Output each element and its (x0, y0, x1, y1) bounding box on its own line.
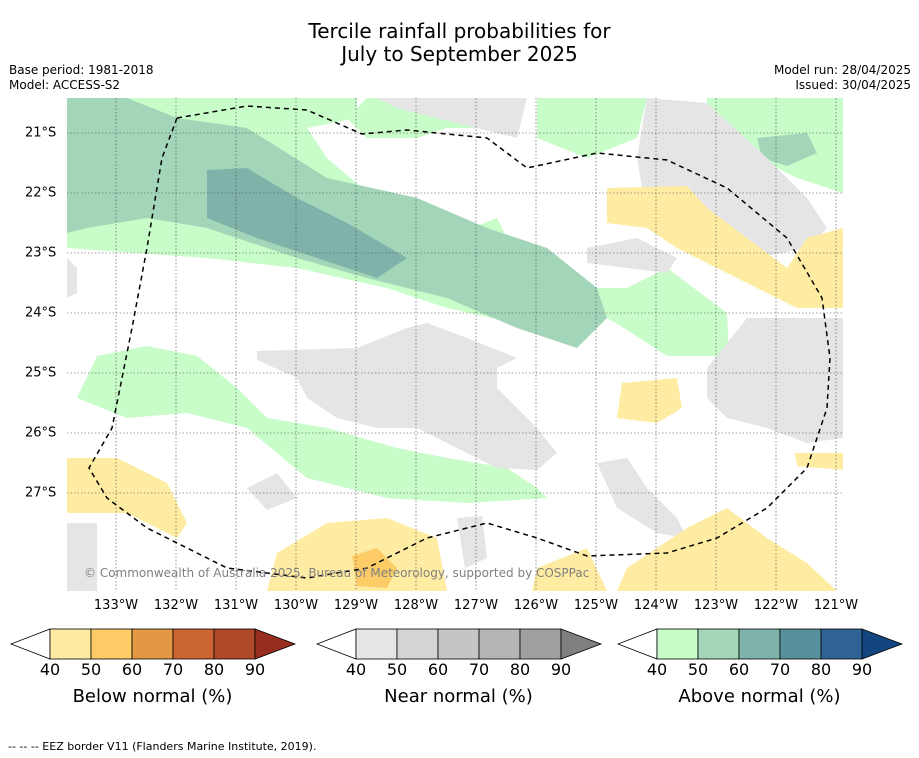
lon-tick-label: 121°W (813, 598, 859, 613)
colorbar-segment (820, 628, 863, 660)
chart-title-line2: July to September 2025 (341, 42, 578, 66)
colorbar-tick-label: 50 (386, 660, 408, 679)
lat-tick-label: 22°S (25, 185, 57, 201)
above-normal-40-region (77, 346, 547, 503)
colorbar-segment (396, 628, 439, 660)
lon-tick-label: 128°W (393, 598, 439, 613)
near-normal-40-region (67, 258, 77, 298)
colorbar-title: Near normal (%) (384, 686, 533, 707)
gridlines (67, 98, 843, 591)
colorbar-segment (213, 628, 256, 660)
lon-tick-label: 127°W (453, 598, 499, 613)
lon-tick-label: 125°W (573, 598, 619, 613)
colorbar-tick-label: 90 (851, 660, 873, 679)
lon-tick-label: 123°W (693, 598, 739, 613)
colorbar-1 (316, 628, 603, 660)
colorbar-tick-label: 80 (203, 660, 225, 679)
near-normal-40-region (257, 323, 557, 470)
near-normal-40-region (377, 98, 527, 138)
colorbar-tick-label: 50 (80, 660, 102, 679)
colorbar-tick-label: 40 (39, 660, 61, 679)
colorbar-segment (519, 628, 562, 660)
lon-tick-label: 122°W (753, 598, 799, 613)
eez-border (88, 105, 831, 579)
colorbar-tick-label: 90 (550, 660, 572, 679)
colorbar-tick-label: 70 (162, 660, 184, 679)
copyright-text: © Commonwealth of Australia 2025, Bureau… (84, 566, 590, 580)
above-normal-40-region (537, 98, 647, 158)
near-normal-40-region (707, 318, 843, 443)
colorbar-segment (779, 628, 822, 660)
colorbar-segment (49, 628, 92, 660)
lon-tick-label: 126°W (513, 598, 559, 613)
below-normal-40-region (67, 458, 187, 538)
colorbar-segment (131, 628, 174, 660)
near-normal-40-region (587, 238, 677, 273)
lon-tick-label: 131°W (213, 598, 259, 613)
colorbar-tick-label: 40 (345, 660, 367, 679)
lon-tick-label: 130°W (273, 598, 319, 613)
colorbar-extend-high (560, 628, 603, 660)
colorbar-segment (478, 628, 521, 660)
below-normal-40-region (532, 548, 607, 591)
lon-tick-label: 129°W (333, 598, 379, 613)
below-normal-40-region (617, 508, 837, 591)
lon-tick-label: 124°W (633, 598, 679, 613)
below-normal-40-region (607, 186, 843, 308)
below-normal-40-region (617, 378, 682, 423)
colorbar-title: Above normal (%) (678, 686, 841, 707)
colorbar-segment (697, 628, 740, 660)
below-normal-50-region (352, 548, 397, 588)
above-normal-50-region (757, 133, 817, 166)
lon-tick-label: 132°W (153, 598, 199, 613)
lat-tick-label: 24°S (25, 305, 57, 321)
lat-tick-label: 25°S (25, 365, 57, 381)
colorbar-segment (738, 628, 781, 660)
colorbar-tick-label: 70 (468, 660, 490, 679)
colorbar-tick-label: 60 (427, 660, 449, 679)
issue-date: Issued: 30/04/2025 (795, 78, 911, 92)
lat-tick-label: 27°S (25, 485, 57, 501)
colorbar-tick-label: 60 (728, 660, 750, 679)
colorbar-tick-label: 80 (509, 660, 531, 679)
colorbar-tick-label: 90 (244, 660, 266, 679)
colorbar-segment (172, 628, 215, 660)
colorbar-segment (437, 628, 480, 660)
near-normal-40-region (247, 473, 297, 510)
colorbar-tick-label: 80 (810, 660, 832, 679)
colorbar-tick-label: 50 (687, 660, 709, 679)
near-normal-40-region (597, 458, 687, 538)
colorbar-segment (656, 628, 699, 660)
lat-tick-label: 26°S (25, 425, 57, 441)
lon-tick-label: 133°W (93, 598, 139, 613)
chart-title-line1: Tercile rainfall probabilities for (308, 19, 611, 43)
colorbar-extend-high (254, 628, 297, 660)
colorbar-extend-low (10, 628, 51, 660)
lat-tick-label: 21°S (25, 125, 57, 141)
colorbar-extend-low (316, 628, 357, 660)
model-name: Model: ACCESS-S2 (9, 78, 121, 92)
lat-tick-label: 23°S (25, 245, 57, 261)
above-normal-60-region (207, 168, 407, 278)
colorbar-0 (10, 628, 297, 660)
colorbar-2 (617, 628, 904, 660)
eez-footnote: -- -- -- EEZ border V11 (Flanders Marine… (8, 740, 317, 753)
colorbar-segment (355, 628, 398, 660)
colorbar-extend-high (861, 628, 904, 660)
colorbar-extend-low (617, 628, 658, 660)
near-normal-40-region (67, 523, 97, 591)
model-run: Model run: 28/04/2025 (773, 63, 911, 77)
colorbar-segment (90, 628, 133, 660)
rainfall-map (67, 98, 843, 591)
colorbar-tick-label: 60 (121, 660, 143, 679)
base-period: Base period: 1981-2018 (9, 63, 154, 77)
colorbar-title: Below normal (%) (72, 686, 233, 707)
colorbar-tick-label: 70 (769, 660, 791, 679)
colorbar-tick-label: 40 (646, 660, 668, 679)
